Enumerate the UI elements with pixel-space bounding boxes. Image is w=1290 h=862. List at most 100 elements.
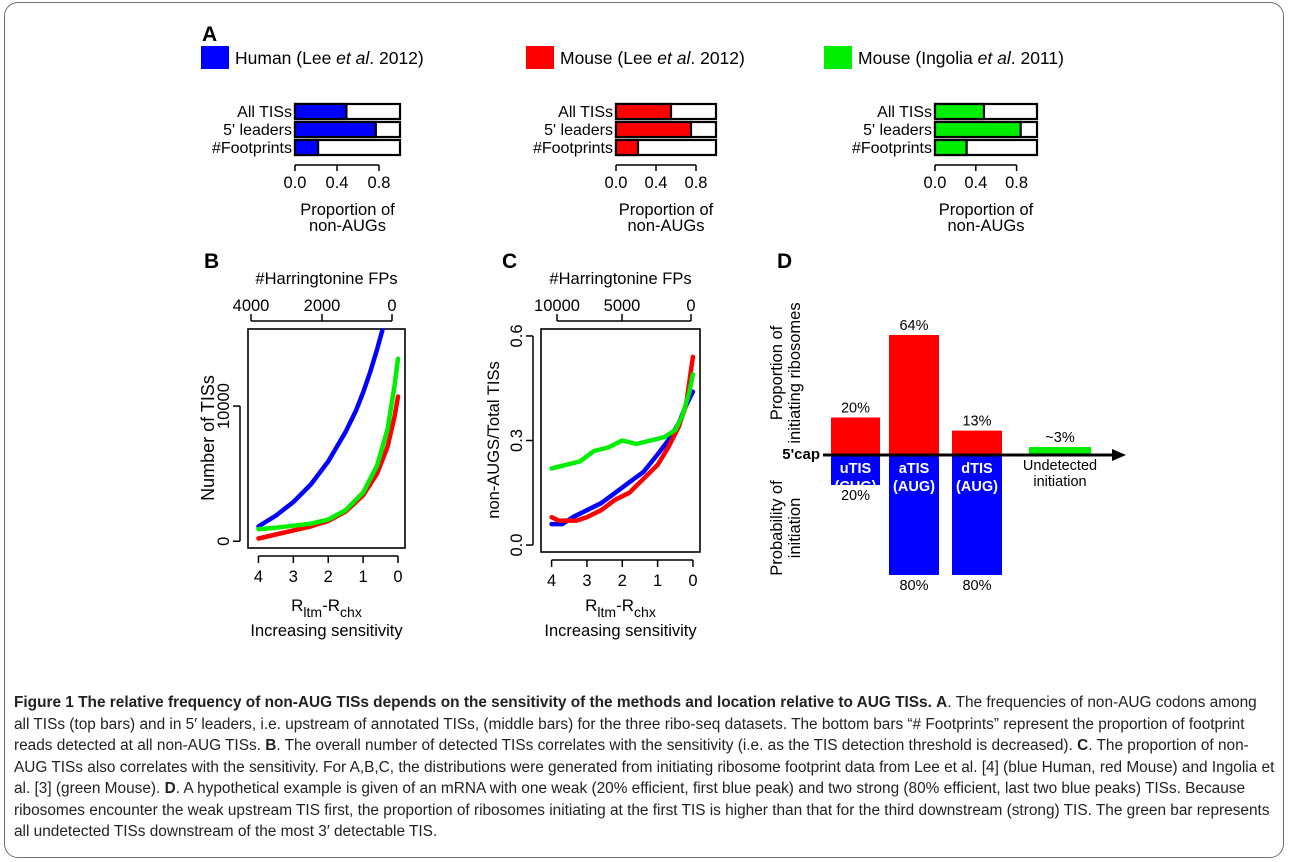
y-axis-label: non-AUGS/Total TISs [485,361,503,518]
legend-item-mouse-lee: Mouse (Lee et al. 2012) [526,46,745,69]
top-tick-label: 10000 [534,297,580,315]
bar-fill [295,104,346,119]
top-axis-label: #Harringtonine FPs [255,270,397,288]
initiating-proportion-bar [889,335,939,455]
transcript-axis-arrowhead [1112,449,1126,461]
top-tick-label: 2000 [304,297,341,315]
x-tick-label: 0.4 [645,174,668,192]
top-axis-label: #Harringtonine FPs [549,270,691,288]
initiating-proportion-label: ~3% [1045,430,1075,446]
x-axis-label: non-AUGs [627,217,704,235]
x-axis-label-part: -R [616,596,634,615]
legend-text: Human (Lee [235,48,336,68]
x-axis-label-part: R [585,596,597,615]
caption-text-b: . The overall number of detected TISs co… [276,737,1077,754]
legend-text-italic: et al [336,48,370,68]
tis-codon-label: (AUG) [956,479,998,495]
x-tick-label: 0 [393,568,402,586]
bar-category-label: All TISs [558,104,613,121]
x-tick-label: 2 [618,572,627,590]
legend-item-mouse-ingolia: Mouse (Ingolia et al. 2011) [824,46,1064,69]
x-axis-label-part: R [291,596,303,615]
initiation-probability-label: 80% [899,578,928,594]
bar-fill [616,104,671,119]
caption-title: Figure 1 The relative frequency of non-A… [14,694,932,711]
x-tick-label: 0.8 [685,174,708,192]
x-axis-label-part: ltm [303,604,322,620]
x-tick-label: 0 [688,572,697,590]
series-line [259,359,399,529]
x-axis-label: non-AUGs [947,217,1024,235]
y-tick-label: 0.0 [508,534,526,557]
panel-label-c: C [502,250,517,273]
x-axis-label: Rltm-Rchx [291,596,362,620]
legend-item-human-lee: Human (Lee et al. 2012) [201,46,424,69]
x-axis-label-part: chx [634,604,656,620]
panel-label-b: B [204,250,219,273]
series-line [552,392,693,524]
panel-d-diagram: 20%uTIS(CUG)20%64%aTIS(AUG)80%13%dTIS(AU… [768,302,1126,594]
caption-label-c: C [1077,737,1088,754]
series-line [552,374,693,468]
cap-label: 5'cap [782,446,820,463]
bar-category-label: 5' leaders [544,122,613,139]
bar-fill [616,122,691,137]
lower-axis-label: initiation [786,498,804,559]
legend: Human (Lee et al. 2012) Mouse (Lee et al… [201,46,1064,69]
figure-panels: A B C D Human (Lee et al. 2012) Mouse (L… [0,0,1290,690]
x-tick-label: 0.0 [284,174,307,192]
legend-text-italic: et al [978,48,1012,68]
initiation-probability-label: 80% [962,578,991,594]
legend-text: Mouse (Lee [560,48,657,68]
x-tick-label: 0.4 [964,174,987,192]
x-axis-label-part: -R [322,596,340,615]
legend-text: . 2012) [369,48,423,68]
legend-text: Mouse (Ingolia [858,48,978,68]
initiation-probability-label: 20% [841,488,870,504]
panel-b-chart: 4 3 2 1 04000 2000 0#Harringtonine FPs010000Rl… [198,270,405,640]
lower-axis-label: Probability of [768,480,786,576]
x-tick-label: 4 [254,568,263,586]
svg-text:Mouse (Ingolia et al. 2011): Mouse (Ingolia et al. 2011) [858,48,1064,68]
caption-label-d: D [165,780,176,797]
legend-text-italic: et al [657,48,691,68]
bar-fill [295,122,376,137]
bar-fill [935,122,1021,137]
bar-category-label: #Footprints [852,140,932,157]
bar-fill [935,104,984,119]
initiating-proportion-label: 64% [899,318,928,334]
legend-swatch-blue [201,46,229,69]
tis-name-label: dTIS [961,461,993,477]
bar-category-label: All TISs [237,104,292,121]
caption-label-b: B [265,737,276,754]
svg-text:Human (Lee et al. 2012): Human (Lee et al. 2012) [235,48,424,68]
x-axis-label-2: Increasing sensitivity [544,622,697,640]
panel-label-a: A [202,23,217,46]
x-tick-label: 0.8 [1005,174,1028,192]
tis-name-label: uTIS [840,461,872,477]
initiating-proportion-bar [952,431,1002,455]
legend-text: . 2011) [1011,48,1064,68]
y-tick-label: 0 [215,537,233,546]
legend-text: . 2012) [690,48,744,68]
x-axis-label-2: Increasing sensitivity [250,622,403,640]
tis-name-label: aTIS [899,461,930,477]
bar-category-label: 5' leaders [223,122,292,139]
legend-swatch-red [526,46,554,69]
plot-frame [248,329,405,548]
x-tick-label: 3 [289,568,298,586]
x-axis-label: non-AUGs [309,217,386,235]
initiating-proportion-label: 20% [841,401,870,417]
x-tick-label: 0.0 [605,174,628,192]
top-tick-label: 5000 [604,297,641,315]
top-tick-label: 0 [686,297,695,315]
x-tick-label: 2 [324,568,333,586]
x-axis-label-part: chx [340,604,362,620]
y-axis-label: Number of TISs [198,375,218,501]
bar-category-label: #Footprints [533,140,613,157]
undetected-label: Undetected [1023,458,1097,474]
bar-fill [295,140,318,155]
x-tick-label: 0.8 [368,174,391,192]
tis-codon-label: (AUG) [893,479,935,495]
